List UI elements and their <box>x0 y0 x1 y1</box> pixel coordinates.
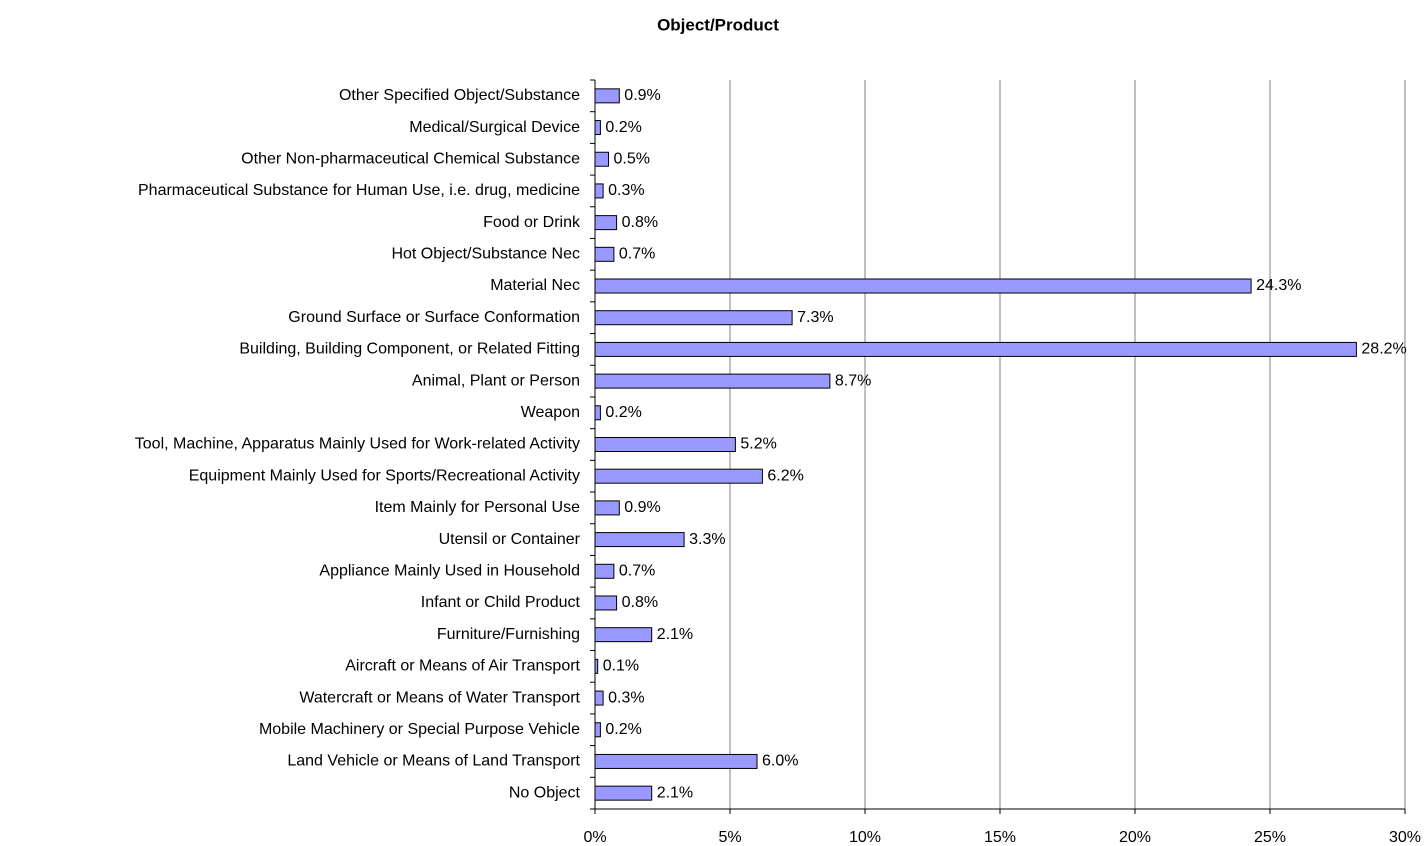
bar <box>594 246 615 262</box>
bar <box>594 722 601 738</box>
data-label: 0.9% <box>624 87 660 104</box>
data-label: 6.2% <box>767 467 803 484</box>
bar <box>594 183 604 199</box>
data-label: 0.7% <box>619 246 655 263</box>
y-tick-label: Weapon <box>521 404 580 421</box>
bar <box>594 627 653 643</box>
bar <box>594 215 618 231</box>
y-tick-label: Aircraft or Means of Air Transport <box>345 658 580 675</box>
bar <box>594 595 618 611</box>
data-label: 0.9% <box>624 499 660 516</box>
y-tick-label: Watercraft or Means of Water Transport <box>299 689 580 706</box>
y-tick-label: Material Nec <box>490 277 580 294</box>
y-tick-label: Appliance Mainly Used in Household <box>319 563 580 580</box>
data-label: 8.7% <box>835 372 871 389</box>
y-tick-label: Animal, Plant or Person <box>412 372 580 389</box>
data-label: 28.2% <box>1361 341 1406 358</box>
data-label: 0.2% <box>605 119 641 136</box>
data-label: 6.0% <box>762 753 798 770</box>
bar <box>594 341 1357 357</box>
bar <box>594 468 763 484</box>
y-tick-label: Mobile Machinery or Special Purpose Vehi… <box>259 721 580 738</box>
data-label: 3.3% <box>689 531 725 548</box>
data-label: 0.2% <box>605 404 641 421</box>
y-tick-label: Food or Drink <box>483 214 581 231</box>
x-tick-label: 30% <box>1389 829 1421 846</box>
bar <box>594 785 653 801</box>
bar <box>594 151 609 167</box>
bar <box>594 563 615 579</box>
y-tick-label: Ground Surface or Surface Conformation <box>288 309 580 326</box>
y-tick-label: No Object <box>509 784 581 801</box>
y-tick-label: Equipment Mainly Used for Sports/Recreat… <box>189 467 580 484</box>
data-label: 0.1% <box>603 658 639 675</box>
x-tick-label: 5% <box>718 829 741 846</box>
data-label: 5.2% <box>740 436 776 453</box>
bar <box>594 658 599 674</box>
y-tick-label: Tool, Machine, Apparatus Mainly Used for… <box>135 436 580 453</box>
y-tick-label: Pharmaceutical Substance for Human Use, … <box>138 182 580 199</box>
data-label: 0.5% <box>614 150 650 167</box>
y-tick-label: Other Specified Object/Substance <box>339 87 580 104</box>
y-tick-label: Other Non-pharmaceutical Chemical Substa… <box>241 150 580 167</box>
bar <box>594 278 1252 294</box>
y-tick-label: Building, Building Component, or Related… <box>239 341 580 358</box>
bar <box>594 310 793 326</box>
data-label: 2.1% <box>657 626 693 643</box>
data-label: 24.3% <box>1256 277 1301 294</box>
bar <box>594 500 620 516</box>
bar <box>594 405 601 421</box>
data-label: 0.2% <box>605 721 641 738</box>
bar <box>594 690 604 706</box>
bar <box>594 437 736 452</box>
bar <box>594 532 685 548</box>
x-tick-label: 20% <box>1119 829 1151 846</box>
data-label: 0.8% <box>622 594 658 611</box>
data-label: 0.3% <box>608 182 644 199</box>
y-tick-label: Utensil or Container <box>439 531 581 548</box>
bar <box>594 88 620 104</box>
y-tick-label: Hot Object/Substance Nec <box>391 246 580 263</box>
y-tick-label: Medical/Surgical Device <box>409 119 580 136</box>
y-tick-label: Infant or Child Product <box>421 594 581 611</box>
bar <box>594 753 758 769</box>
y-tick-label: Furniture/Furnishing <box>437 626 580 643</box>
chart-title: Object/Product <box>657 15 779 34</box>
x-tick-label: 0% <box>583 829 606 846</box>
x-tick-label: 25% <box>1254 829 1286 846</box>
bar <box>594 373 831 389</box>
data-label: 2.1% <box>657 784 693 801</box>
data-label: 0.3% <box>608 689 644 706</box>
bar <box>594 120 601 136</box>
y-tick-label: Item Mainly for Personal Use <box>375 499 581 516</box>
data-label: 0.7% <box>619 563 655 580</box>
data-label: 7.3% <box>797 309 833 326</box>
data-label: 0.8% <box>622 214 658 231</box>
y-tick-label: Land Vehicle or Means of Land Transport <box>287 753 580 770</box>
x-tick-label: 10% <box>849 829 881 846</box>
x-tick-label: 15% <box>984 829 1016 846</box>
